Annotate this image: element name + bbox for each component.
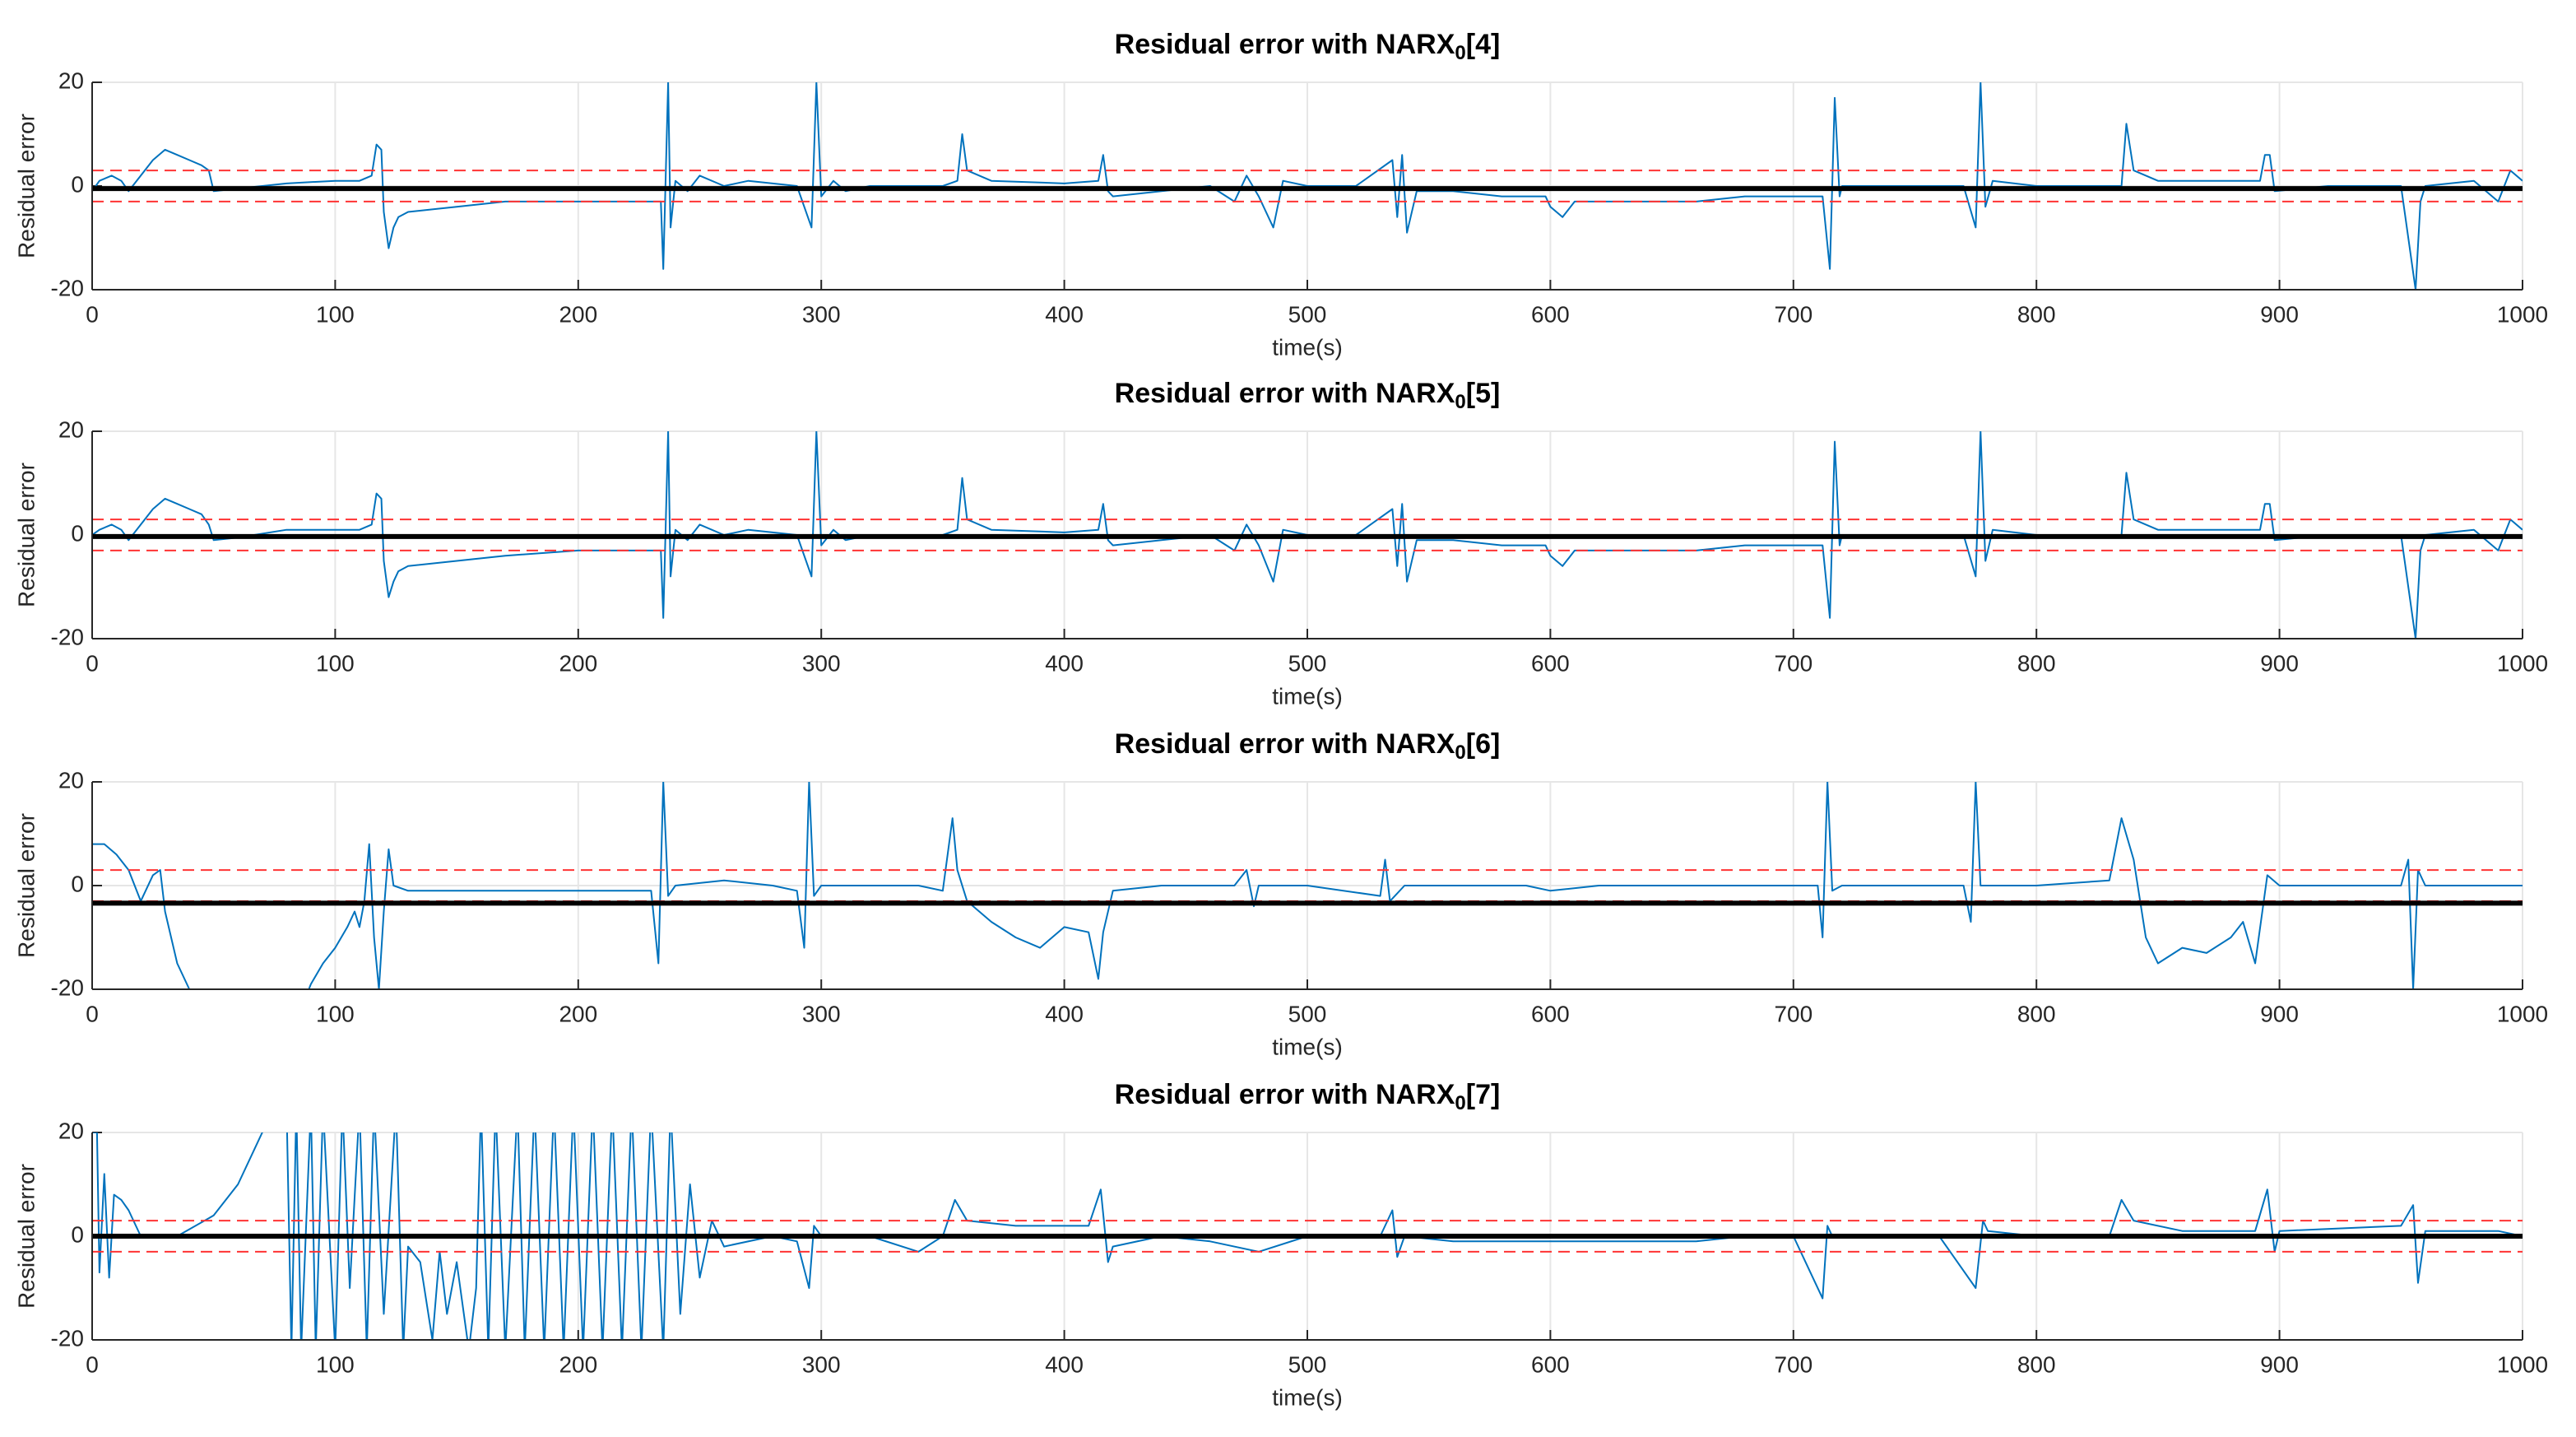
x-tick-label: 0 [86,301,99,327]
x-tick-label: 200 [559,1001,597,1026]
x-tick-label: 100 [316,650,355,676]
x-tick-label: 800 [2017,1351,2056,1377]
x-axis-label: time(s) [1272,1034,1343,1059]
title-suffix: [4] [1466,29,1501,60]
x-tick-label: 300 [802,650,841,676]
plot-area [92,1132,2523,1340]
x-tick-label: 100 [316,301,355,327]
x-tick-label: 300 [802,1351,841,1377]
x-tick-label: 0 [86,1001,99,1026]
y-tick-label: 0 [71,871,84,896]
x-tick-label: 1000 [2497,1351,2548,1377]
title-subscript: 0 [1455,391,1465,413]
title-text: Residual error with NARX [1115,1079,1455,1110]
y-tick-label: 0 [71,1221,84,1247]
x-axis-label: time(s) [1272,334,1343,360]
title-subscript: 0 [1455,742,1465,764]
title-text: Residual error with NARX [1115,29,1455,60]
x-tick-label: 600 [1531,650,1570,676]
series-line [92,1132,2523,1340]
y-axis-label: Residual error [13,1164,39,1309]
title-suffix: [7] [1466,1079,1501,1110]
x-tick-label: 0 [86,1351,99,1377]
title-suffix: [5] [1466,378,1501,409]
series-line [92,82,2523,290]
plot-area [92,782,2523,989]
x-axis-label: time(s) [1272,683,1343,709]
y-axis-label: Residual error [13,813,39,958]
y-tick-label: -20 [51,1325,84,1351]
x-tick-label: 300 [802,301,841,327]
x-axis-label: time(s) [1272,1384,1343,1410]
plot-area [92,431,2523,639]
x-tick-label: 600 [1531,301,1570,327]
x-tick-label: 100 [316,1001,355,1026]
x-tick-label: 1000 [2497,650,2548,676]
y-tick-label: 0 [71,520,84,546]
y-axis-label: Residual error [13,463,39,607]
x-tick-label: 400 [1045,301,1084,327]
x-tick-label: 800 [2017,301,2056,327]
y-tick-label: 0 [71,171,84,197]
x-tick-label: 700 [1774,1001,1812,1026]
x-tick-label: 400 [1045,1001,1084,1026]
y-tick-label: 20 [58,67,84,93]
title-text: Residual error with NARX [1115,378,1455,409]
chart-title: Residual error with NARX0[7] [1115,1079,1501,1114]
x-tick-label: 600 [1531,1001,1570,1026]
x-tick-label: 900 [2260,650,2299,676]
x-tick-label: 700 [1774,650,1812,676]
y-tick-label: -20 [51,275,84,300]
x-tick-label: 800 [2017,1001,2056,1026]
title-subscript: 0 [1455,1092,1465,1114]
x-tick-label: 900 [2260,1351,2299,1377]
chart-title: Residual error with NARX0[4] [1115,29,1501,64]
x-tick-label: 200 [559,301,597,327]
x-tick-label: 500 [1288,1001,1327,1026]
x-tick-label: 1000 [2497,301,2548,327]
x-tick-label: 100 [316,1351,355,1377]
title-subscript: 0 [1455,42,1465,64]
y-tick-label: -20 [51,974,84,1000]
x-tick-label: 700 [1774,1351,1812,1377]
x-tick-label: 0 [86,650,99,676]
x-tick-label: 400 [1045,1351,1084,1377]
x-tick-label: 500 [1288,301,1327,327]
chart-title: Residual error with NARX0[5] [1115,378,1501,413]
y-tick-label: 20 [58,416,84,442]
title-suffix: [6] [1466,728,1501,760]
x-tick-label: 1000 [2497,1001,2548,1026]
x-tick-label: 300 [802,1001,841,1026]
x-tick-label: 800 [2017,650,2056,676]
series-line [92,782,2523,989]
x-tick-label: 200 [559,650,597,676]
x-tick-label: 900 [2260,301,2299,327]
chart-title: Residual error with NARX0[6] [1115,728,1501,764]
x-tick-label: 600 [1531,1351,1570,1377]
x-tick-label: 400 [1045,650,1084,676]
x-tick-label: 500 [1288,650,1327,676]
title-text: Residual error with NARX [1115,728,1455,760]
plot-area [92,82,2523,290]
y-tick-label: 20 [58,767,84,793]
y-axis-label: Residual error [13,114,39,258]
x-tick-label: 200 [559,1351,597,1377]
y-tick-label: 20 [58,1118,84,1143]
x-tick-label: 500 [1288,1351,1327,1377]
x-tick-label: 900 [2260,1001,2299,1026]
x-tick-label: 700 [1774,301,1812,327]
y-tick-label: -20 [51,624,84,649]
